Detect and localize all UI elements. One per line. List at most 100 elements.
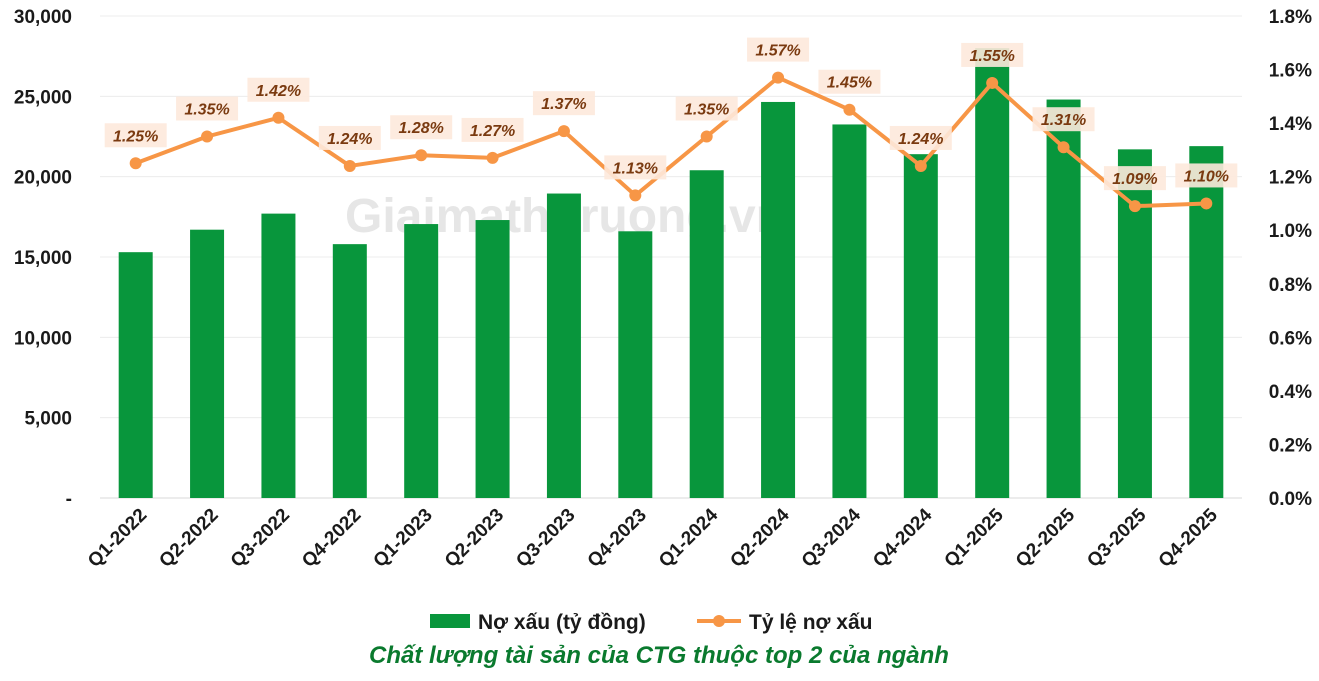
bar bbox=[404, 224, 439, 498]
line-series bbox=[129, 71, 1213, 213]
x-tick-label: Q1-2024 bbox=[655, 504, 722, 571]
line-point bbox=[1200, 197, 1213, 210]
legend-line-marker bbox=[713, 615, 725, 627]
y-right-tick-label: 1.6% bbox=[1269, 61, 1312, 82]
series-line bbox=[134, 75, 1207, 209]
data-label: 1.45% bbox=[827, 75, 872, 92]
data-label-bg bbox=[604, 155, 667, 180]
x-tick-label: Q3-2022 bbox=[227, 505, 294, 572]
x-tick-label: Q4-2023 bbox=[584, 505, 651, 572]
x-tick-label: Q3-2024 bbox=[798, 504, 865, 571]
line-point bbox=[486, 151, 499, 164]
legend: Nợ xấu (tỷ đồng) Tỷ lệ nợ xấu bbox=[430, 611, 872, 634]
data-label: 1.24% bbox=[898, 131, 943, 148]
bar bbox=[761, 101, 796, 498]
data-label-bg bbox=[1032, 107, 1095, 132]
line-point bbox=[415, 149, 428, 162]
data-label-bg bbox=[961, 42, 1024, 67]
data-label: 1.25% bbox=[113, 128, 158, 145]
x-tick-label: Q2-2023 bbox=[441, 505, 508, 572]
data-labels: 1.25% 1.35% 1.42% 1.24% 1.28% 1.27% 1.37% 1.13%… bbox=[104, 37, 1238, 191]
bar bbox=[546, 193, 581, 498]
data-label-bg bbox=[532, 91, 595, 116]
x-tick-label: Q1-2022 bbox=[84, 505, 151, 572]
bar bbox=[1046, 99, 1081, 499]
line-point bbox=[272, 111, 285, 124]
y-left-tick-label: 20,000 bbox=[14, 168, 72, 189]
data-label-bg bbox=[747, 37, 810, 62]
data-label: 1.57% bbox=[755, 43, 800, 60]
bar bbox=[332, 244, 367, 498]
y-right-tick-label: 0.6% bbox=[1269, 328, 1312, 349]
data-label: 1.24% bbox=[327, 131, 372, 148]
x-tick-label: Q4-2022 bbox=[298, 505, 365, 572]
data-label: 1.10% bbox=[1184, 168, 1229, 185]
line-point bbox=[129, 157, 142, 170]
x-tick-label: Q3-2023 bbox=[512, 505, 579, 572]
x-axis: Q1-2022 Q2-2022 Q3-2022 Q4-2022 Q1-2023 Q2-20… bbox=[84, 504, 1222, 571]
data-label: 1.35% bbox=[184, 102, 229, 119]
data-label: 1.09% bbox=[1112, 171, 1157, 188]
x-tick-label: Q1-2023 bbox=[370, 505, 437, 572]
y-right-tick-label: 0.0% bbox=[1269, 489, 1312, 510]
line-point bbox=[700, 130, 713, 143]
line-point bbox=[1128, 200, 1141, 213]
y-right-tick-label: 0.8% bbox=[1269, 275, 1312, 296]
data-label-bg bbox=[247, 77, 310, 102]
x-tick-label: Q1-2025 bbox=[941, 504, 1008, 571]
bar bbox=[975, 48, 1010, 499]
x-tick-label: Q2-2024 bbox=[726, 504, 793, 571]
line-point bbox=[343, 159, 356, 172]
bar bbox=[190, 229, 225, 499]
line-point bbox=[772, 71, 785, 84]
bar bbox=[832, 124, 867, 498]
data-label-bg bbox=[818, 69, 881, 94]
y-right-tick-label: 0.4% bbox=[1269, 382, 1312, 403]
data-label: 1.31% bbox=[1041, 112, 1086, 129]
line-point bbox=[986, 76, 999, 89]
data-label-bg bbox=[104, 123, 167, 148]
legend-line-label: Tỷ lệ nợ xấu bbox=[749, 611, 872, 634]
y-right-tick-label: 0.2% bbox=[1269, 435, 1312, 456]
y-left-tick-label: 15,000 bbox=[14, 248, 72, 269]
line-point bbox=[201, 130, 214, 143]
bar bbox=[903, 154, 938, 498]
bar bbox=[689, 170, 724, 499]
y-left-tick-label: 30,000 bbox=[14, 7, 72, 28]
bar bbox=[261, 213, 296, 498]
data-label-bg bbox=[461, 117, 524, 142]
data-label: 1.37% bbox=[541, 96, 586, 113]
bar bbox=[475, 220, 510, 498]
y-right-tick-label: 1.0% bbox=[1269, 221, 1312, 242]
data-label-bg bbox=[1103, 166, 1166, 191]
data-label-bg bbox=[1175, 163, 1238, 188]
line-point bbox=[1057, 141, 1070, 154]
y-right-tick-label: 1.4% bbox=[1269, 114, 1312, 135]
data-label-bg bbox=[318, 125, 381, 150]
data-label-bg bbox=[390, 115, 453, 140]
y-axis-right: 0.0% 0.2% 0.4% 0.6% 0.8% 1.0% 1.2% 1.4% 1.6% 1.8% bbox=[1269, 7, 1312, 510]
y-axis-left: - 5,000 10,000 15,000 20,000 25,000 30,000 bbox=[14, 7, 72, 510]
y-left-tick-label: 25,000 bbox=[14, 87, 72, 108]
line-point bbox=[629, 189, 642, 202]
data-label-bg bbox=[889, 125, 952, 150]
y-left-tick-label: - bbox=[66, 489, 72, 510]
data-label-bg bbox=[176, 96, 239, 121]
y-left-tick-label: 10,000 bbox=[14, 328, 72, 349]
chart-caption: Chất lượng tài sản của CTG thuộc top 2 c… bbox=[369, 642, 949, 669]
bar bbox=[618, 231, 653, 498]
y-right-tick-label: 1.8% bbox=[1269, 7, 1312, 28]
data-label: 1.42% bbox=[256, 83, 301, 100]
data-label-bg bbox=[675, 96, 738, 121]
x-tick-label: Q2-2022 bbox=[155, 505, 222, 572]
legend-bar-swatch bbox=[430, 614, 470, 628]
line-point bbox=[914, 159, 927, 172]
data-label: 1.35% bbox=[684, 102, 729, 119]
bar-series bbox=[118, 48, 1224, 499]
y-left-tick-label: 5,000 bbox=[24, 409, 72, 430]
x-tick-label: Q4-2025 bbox=[1155, 504, 1222, 571]
data-label: 1.28% bbox=[399, 120, 444, 137]
x-tick-label: Q3-2025 bbox=[1083, 504, 1150, 571]
